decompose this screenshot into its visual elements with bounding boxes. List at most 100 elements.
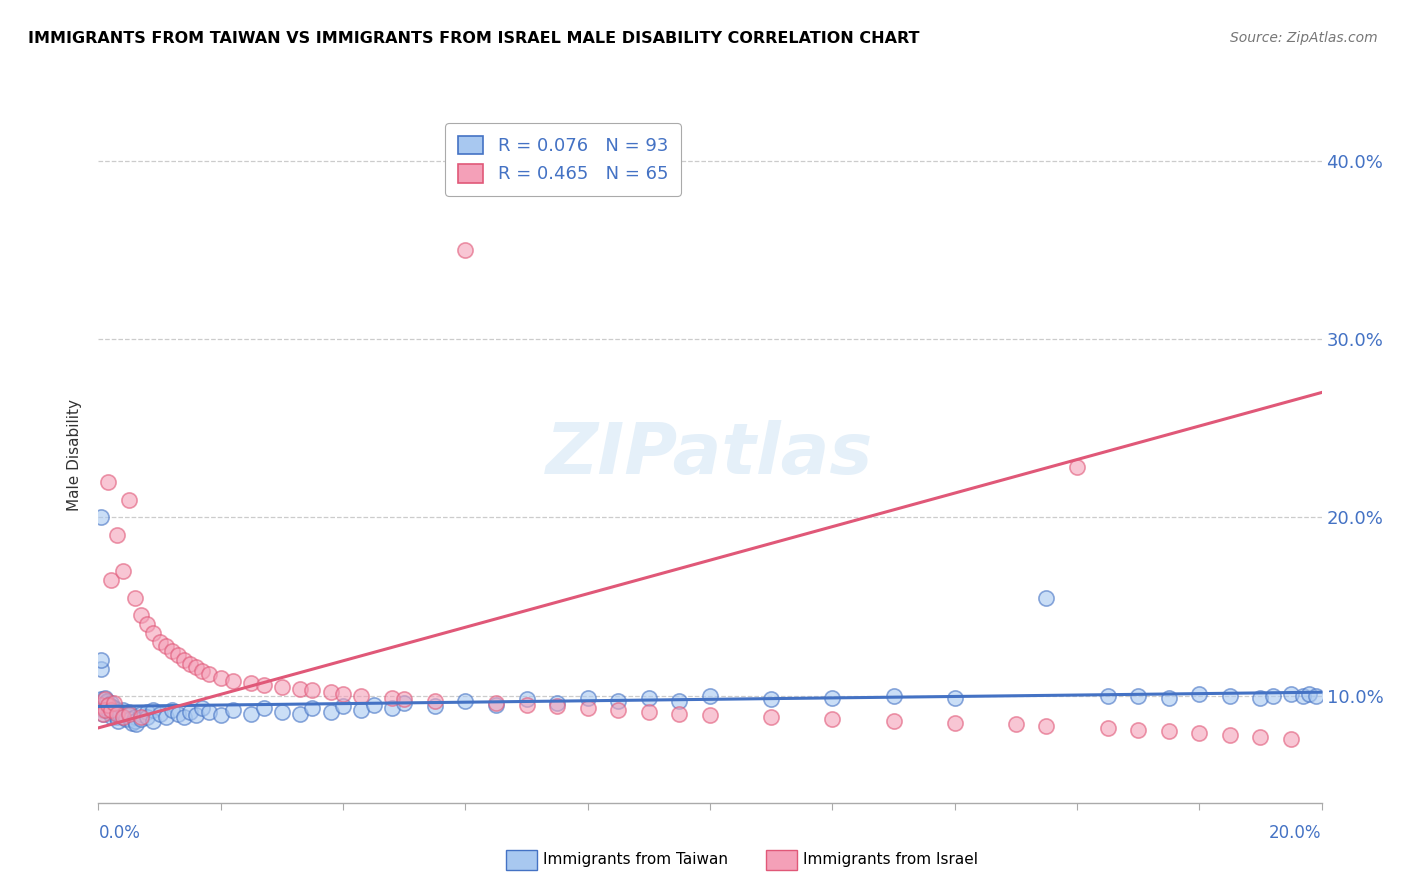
Point [1097, 721, 1119, 735]
Point [454, 243, 477, 257]
Point [1035, 719, 1057, 733]
Point [197, 667, 219, 681]
Text: Immigrants from Taiwan: Immigrants from Taiwan [543, 853, 728, 867]
Point [101, 710, 124, 724]
Point [516, 692, 538, 706]
Point [943, 715, 966, 730]
Point [100, 703, 122, 717]
Point [1249, 690, 1271, 705]
Point [252, 678, 274, 692]
Point [93, 701, 115, 715]
Point [332, 699, 354, 714]
Point [149, 706, 172, 721]
Point [222, 674, 245, 689]
Legend: R = 0.076   N = 93, R = 0.465   N = 65: R = 0.076 N = 93, R = 0.465 N = 65 [446, 123, 681, 196]
Point [252, 701, 274, 715]
Point [105, 710, 128, 724]
Text: ZIPatlas: ZIPatlas [547, 420, 873, 490]
Point [381, 690, 404, 705]
Point [125, 717, 148, 731]
Point [1188, 726, 1211, 740]
Point [121, 715, 143, 730]
Point [105, 706, 128, 721]
Point [100, 703, 122, 717]
Point [105, 706, 128, 721]
Point [111, 564, 134, 578]
Point [1157, 724, 1180, 739]
Point [136, 617, 159, 632]
Point [91, 706, 114, 721]
Point [607, 703, 630, 717]
Point [142, 626, 165, 640]
Point [240, 676, 263, 690]
Point [129, 706, 152, 721]
Point [118, 492, 141, 507]
Point [209, 671, 232, 685]
Point [290, 706, 312, 721]
Point [637, 705, 661, 719]
Point [120, 712, 142, 726]
Point [136, 710, 159, 724]
Point [173, 710, 195, 724]
Point [186, 660, 208, 674]
Point [1249, 730, 1271, 744]
Point [90, 653, 112, 667]
Point [118, 706, 141, 721]
Point [270, 680, 292, 694]
Point [668, 706, 690, 721]
Point [1219, 728, 1241, 742]
Point [1128, 723, 1150, 737]
Text: 0.0%: 0.0% [98, 824, 141, 842]
Point [90, 692, 112, 706]
Point [124, 714, 146, 728]
Text: 20.0%: 20.0% [1270, 824, 1322, 842]
Point [91, 703, 114, 717]
Point [516, 698, 538, 712]
Point [290, 681, 312, 696]
Point [186, 708, 208, 723]
Point [1004, 717, 1026, 731]
Y-axis label: Male Disability: Male Disability [67, 399, 83, 511]
Point [112, 706, 135, 721]
Point [173, 653, 195, 667]
Text: IMMIGRANTS FROM TAIWAN VS IMMIGRANTS FROM ISRAEL MALE DISABILITY CORRELATION CHA: IMMIGRANTS FROM TAIWAN VS IMMIGRANTS FRO… [28, 31, 920, 46]
Point [883, 714, 905, 728]
Point [136, 705, 159, 719]
Point [821, 690, 844, 705]
Point [1219, 689, 1241, 703]
Point [197, 705, 219, 719]
Point [1097, 689, 1119, 703]
Point [155, 710, 177, 724]
Point [115, 712, 138, 726]
Point [301, 683, 323, 698]
Point [103, 701, 125, 715]
Point [108, 708, 131, 723]
Point [91, 706, 114, 721]
Point [111, 703, 134, 717]
Point [90, 698, 112, 712]
Point [105, 703, 128, 717]
Point [104, 705, 127, 719]
Point [90, 662, 112, 676]
Point [96, 694, 118, 708]
Point [179, 657, 201, 671]
Point [191, 701, 214, 715]
Point [576, 701, 599, 715]
Point [97, 699, 120, 714]
Point [363, 698, 385, 712]
Point [821, 712, 844, 726]
Point [149, 635, 172, 649]
Point [98, 705, 121, 719]
Point [319, 685, 342, 699]
Point [93, 692, 115, 706]
Point [392, 696, 416, 710]
Point [97, 475, 120, 489]
Point [759, 710, 782, 724]
Point [209, 708, 232, 723]
Point [943, 690, 966, 705]
Point [97, 701, 120, 715]
Point [107, 714, 129, 728]
Point [105, 528, 128, 542]
Point [97, 698, 120, 712]
Point [100, 696, 122, 710]
